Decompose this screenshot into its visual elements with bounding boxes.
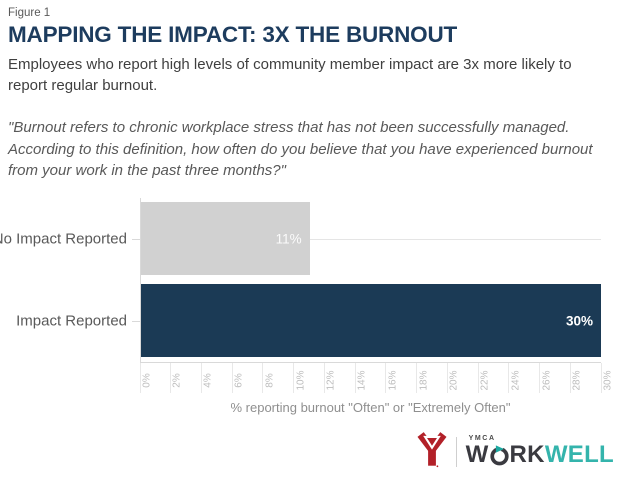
axis-tick-label: 8%: [264, 373, 276, 388]
axis-tick-label: 6%: [233, 373, 245, 388]
axis-tick-line: [385, 363, 387, 394]
axis-tick-label: 28%: [571, 370, 583, 391]
axis-tick-line: [139, 363, 141, 394]
workwell-wordmark: YMCA W RK WELL: [466, 435, 614, 467]
x-axis-title: % reporting burnout "Often" or "Extremel…: [230, 400, 511, 416]
axis-tick-line: [262, 363, 264, 394]
axis-tick-label: 16%: [387, 370, 399, 391]
axis-tick-line: [200, 363, 202, 394]
axis-tick-label: 30%: [602, 370, 614, 391]
survey-question-quote: "Burnout refers to chronic workplace str…: [8, 119, 593, 179]
x-axis: 0% 2% 4% 6% 8% 10% 12% 14% 16% 18% 20% 22% 24% 26% 28%…: [139, 363, 613, 396]
chart-row: No Impact Reported 11%: [0, 198, 601, 280]
axis-tick-line: [539, 363, 541, 394]
axis-tick-label: 24%: [510, 370, 522, 391]
ymca-y-icon: [417, 432, 447, 468]
axis-tick-label: 26%: [541, 370, 553, 391]
subtitle: Employees who report high levels of comm…: [8, 56, 572, 94]
axis-tick-label: 22%: [479, 370, 491, 391]
ymca-workwell-logo: YMCA W RK WELL: [417, 432, 614, 470]
category-label: No Impact Reported: [0, 230, 127, 248]
ymca-small-text: YMCA: [468, 435, 496, 442]
category-tick: [132, 321, 140, 323]
category-label: Impact Reported: [16, 312, 127, 330]
workwell-rk: RK: [509, 441, 545, 468]
arrow-o-icon: [489, 445, 509, 466]
category-tick: [132, 239, 140, 241]
bar: 11%: [141, 202, 310, 276]
workwell-w: W: [465, 441, 489, 468]
logo-divider: [455, 437, 457, 467]
figure-label: Figure 1: [8, 7, 51, 19]
axis-tick-label: 20%: [448, 370, 460, 391]
axis-tick-line: [293, 363, 295, 394]
axis-tick-line: [323, 363, 325, 394]
chart-row: Impact Reported 30%: [16, 280, 601, 362]
axis-tick-label: 12%: [325, 370, 337, 391]
axis-tick-line: [600, 363, 602, 394]
axis-tick-label: 14%: [356, 370, 368, 391]
plot-area: No Impact Reported 11% Impact Reported 30%: [0, 198, 601, 364]
axis-tick-label: 4%: [202, 373, 214, 388]
axis-tick-line: [170, 363, 172, 394]
axis-tick-label: 18%: [418, 370, 430, 391]
axis-tick-line: [446, 363, 448, 394]
page-title: MAPPING THE IMPACT: 3X THE BURNOUT: [8, 22, 458, 47]
axis-tick-line: [416, 363, 418, 394]
bar-value-label: 11%: [275, 231, 302, 247]
axis-tick-line: [354, 363, 356, 394]
category-gridline: [141, 239, 601, 241]
workwell-well: WELL: [544, 441, 614, 468]
axis-tick-label: 0%: [141, 373, 153, 388]
axis-tick-line: [508, 363, 510, 394]
axis-tick-line: [569, 363, 571, 394]
bar-chart: No Impact Reported 11% Impact Reported 30% …: [0, 198, 613, 416]
bar-value-label: 30%: [565, 313, 593, 329]
axis-tick-line: [477, 363, 479, 394]
axis-tick-label: 10%: [295, 370, 307, 391]
bar: 30%: [141, 284, 601, 358]
axis-tick-line: [231, 363, 233, 394]
axis-tick-label: 2%: [172, 373, 184, 388]
